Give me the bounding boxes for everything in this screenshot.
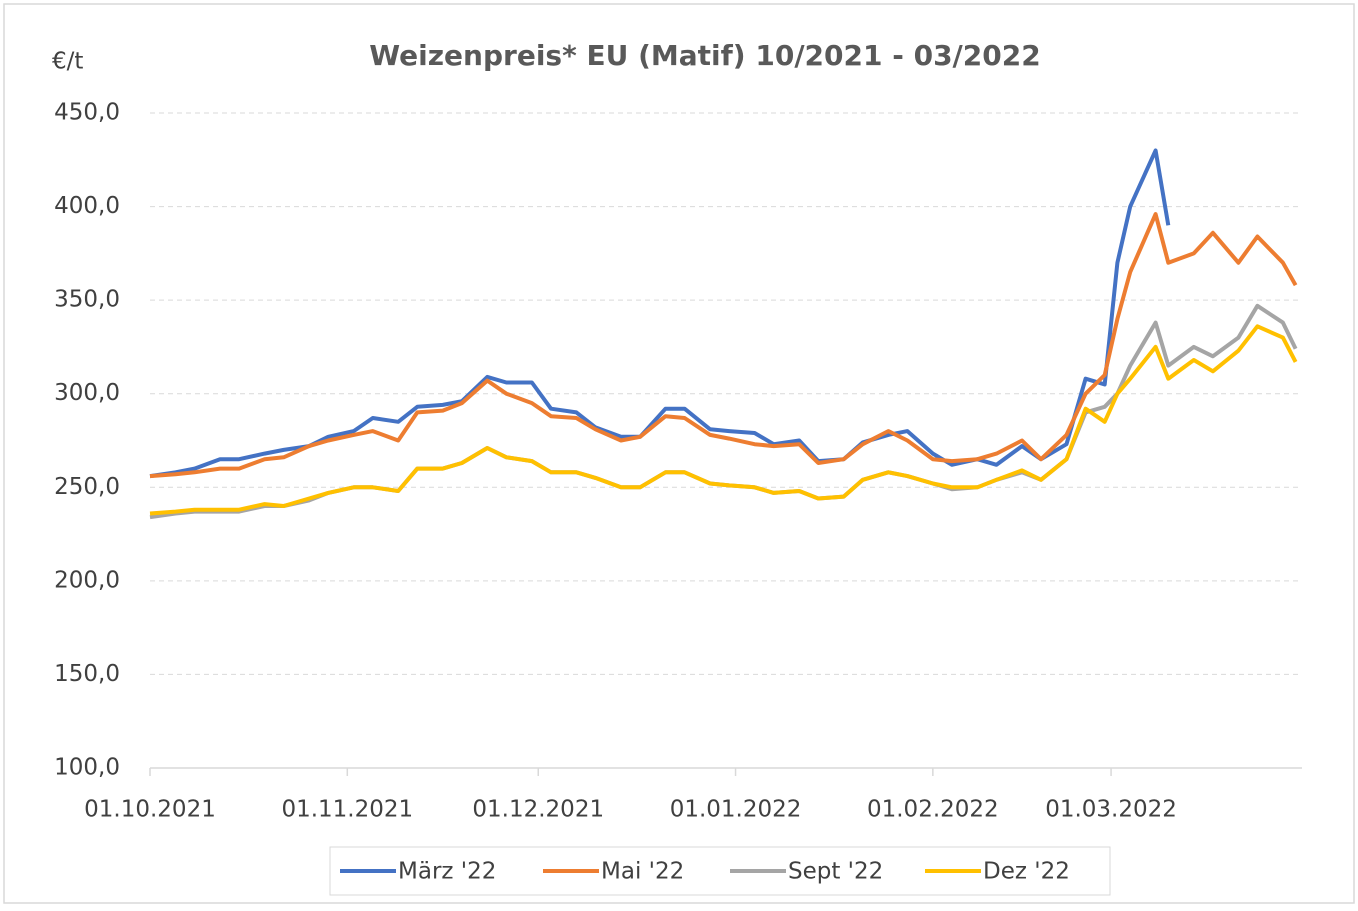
- x-tick-label: 01.02.2022: [867, 797, 999, 823]
- legend-label: März '22: [398, 859, 496, 885]
- y-tick-label: 350,0: [54, 287, 120, 313]
- y-tick-label: 250,0: [54, 474, 120, 500]
- legend-label: Sept '22: [788, 859, 883, 885]
- legend-label: Mai '22: [601, 859, 684, 885]
- title-box: [350, 28, 1060, 84]
- x-tick-label: 01.12.2021: [472, 797, 604, 823]
- y-tick-label: 200,0: [54, 567, 120, 593]
- x-tick-label: 01.03.2022: [1045, 797, 1177, 823]
- series-line: [149, 212, 1298, 479]
- x-tick-label: 01.01.2022: [670, 797, 802, 823]
- y-tick-label: 400,0: [54, 193, 120, 219]
- y-axis-label: €/t: [52, 49, 83, 75]
- x-tick-label: 01.11.2021: [281, 797, 413, 823]
- plot-area: [150, 113, 1302, 768]
- x-tick-label: 01.10.2021: [84, 797, 216, 823]
- y-tick-label: 100,0: [54, 755, 120, 781]
- y-tick-label: 150,0: [54, 661, 120, 687]
- series-line: [149, 148, 1171, 479]
- chart-title: Weizenpreis* EU (Matif) 10/2021 - 03/202…: [369, 39, 1040, 72]
- y-tick-label: 450,0: [54, 100, 120, 126]
- series-line: [149, 324, 1298, 516]
- y-tick-label: 300,0: [54, 380, 120, 406]
- legend-label: Dez '22: [983, 859, 1070, 885]
